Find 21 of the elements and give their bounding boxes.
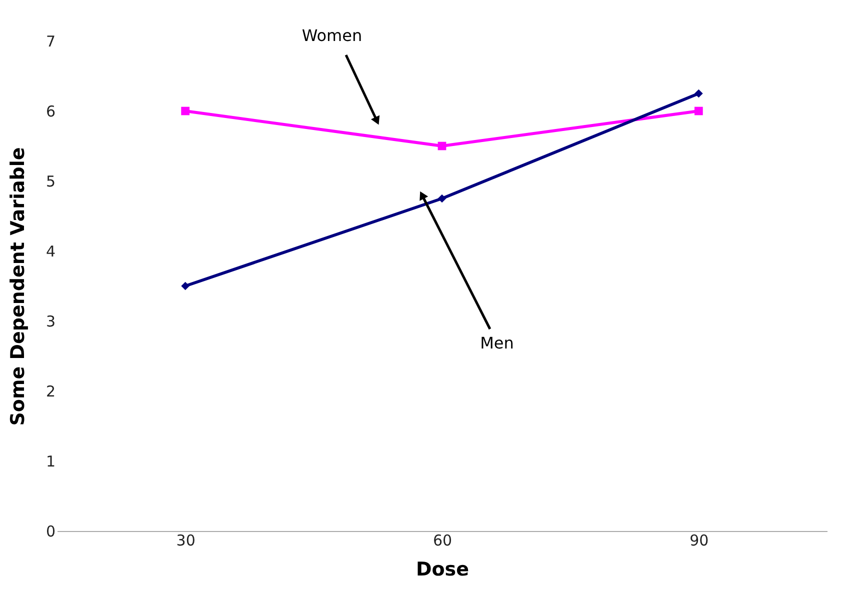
y-tick-label: 2 bbox=[46, 382, 56, 400]
x-axis-title: Dose bbox=[416, 558, 470, 580]
point bbox=[181, 282, 190, 290]
y-tick-label: 4 bbox=[46, 242, 56, 260]
y-axis-title: Some Dependent Variable bbox=[6, 147, 29, 426]
point bbox=[181, 106, 190, 116]
y-tick-label: 7 bbox=[46, 32, 56, 50]
x-tick-label: 90 bbox=[690, 532, 709, 550]
y-tick-label: 5 bbox=[46, 172, 56, 190]
text: Men bbox=[480, 334, 514, 352]
y-tick-label: 3 bbox=[46, 312, 56, 330]
y-tick-label: 0 bbox=[46, 522, 56, 540]
point bbox=[438, 142, 446, 150]
point bbox=[694, 106, 703, 116]
x-tick-label: 60 bbox=[432, 532, 452, 550]
text: Women bbox=[302, 26, 362, 45]
y-tick-label: 6 bbox=[46, 102, 56, 120]
point bbox=[694, 89, 703, 98]
x-tick-label: 30 bbox=[176, 532, 196, 550]
point bbox=[438, 194, 446, 203]
y-tick-label: 1 bbox=[46, 452, 56, 470]
